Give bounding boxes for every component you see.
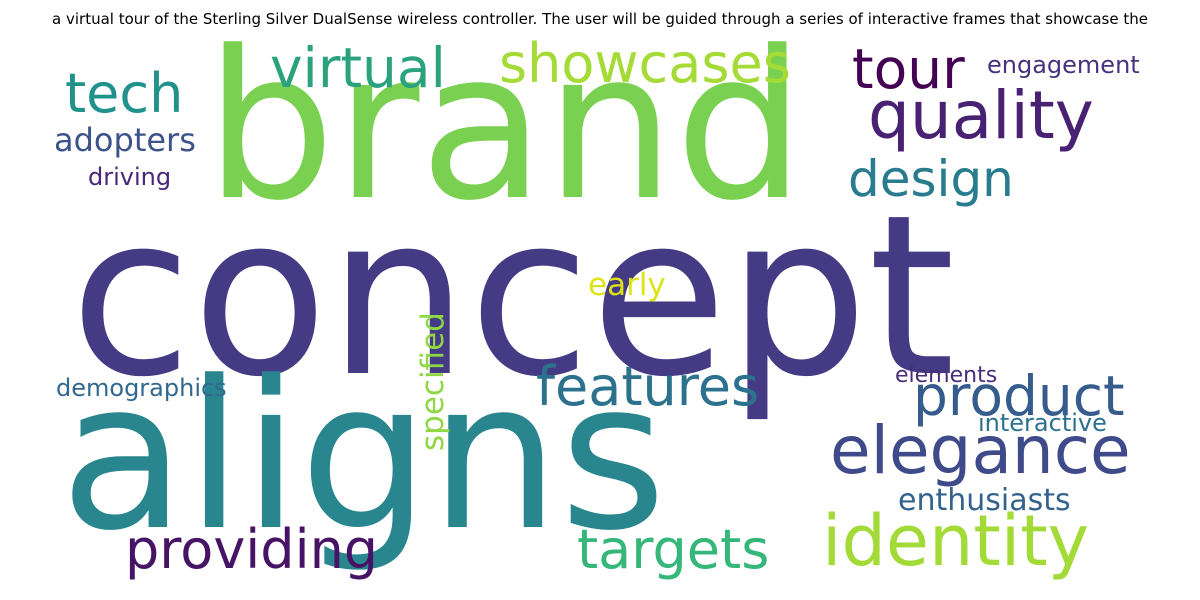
word-aligns: aligns <box>60 338 666 576</box>
caption-text: a virtual tour of the Sterling Silver Du… <box>52 10 1148 28</box>
word-tech: tech <box>65 62 183 125</box>
word-elegance: elegance <box>830 412 1131 489</box>
word-driving: driving <box>88 163 171 191</box>
word-targets: targets <box>577 518 769 581</box>
word-demographics: demographics <box>56 374 227 402</box>
word-enthusiasts: enthusiasts <box>898 483 1071 518</box>
word-early: early <box>588 267 666 303</box>
word-concept: concept <box>70 168 955 426</box>
word-features: features <box>536 355 759 418</box>
word-providing: providing <box>125 518 378 581</box>
word-engagement: engagement <box>987 51 1140 79</box>
word-specified: specified <box>415 312 451 451</box>
word-quality: quality <box>868 77 1094 154</box>
word-design: design <box>848 150 1014 208</box>
word-identity: identity <box>822 500 1089 582</box>
word-showcases: showcases <box>499 32 791 95</box>
word-product: product <box>913 364 1125 428</box>
word-virtual: virtual <box>270 36 446 100</box>
word-elements: elements <box>895 363 997 388</box>
word-tour: tour <box>852 37 965 101</box>
word-brand: brand <box>205 8 805 246</box>
word-interactive: interactive <box>978 409 1107 437</box>
word-adopters: adopters <box>54 121 196 159</box>
